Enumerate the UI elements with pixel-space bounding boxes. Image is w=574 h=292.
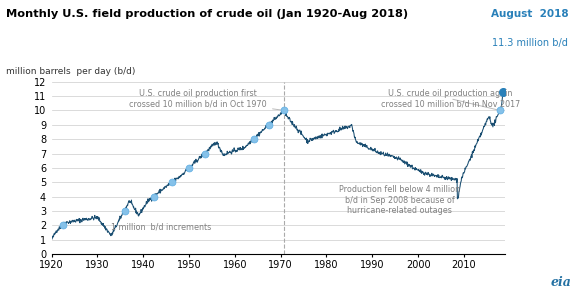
Text: Monthly U.S. field production of crude oil (Jan 1920-Aug 2018): Monthly U.S. field production of crude o…	[6, 9, 408, 19]
Text: eia: eia	[550, 276, 571, 289]
Text: U.S. crude oil production first
crossed 10 million b/d in Oct 1970: U.S. crude oil production first crossed …	[129, 89, 282, 110]
Text: 11.3 million b/d: 11.3 million b/d	[492, 38, 568, 48]
Text: 1 million  b/d increments: 1 million b/d increments	[111, 222, 212, 231]
Text: August  2018: August 2018	[491, 9, 568, 19]
Text: Production fell below 4 million
b/d in Sep 2008 because of
hurricane-related out: Production fell below 4 million b/d in S…	[339, 185, 460, 215]
Text: million barrels  per day (b/d): million barrels per day (b/d)	[6, 67, 135, 76]
Text: U.S. crude oil production again
crossed 10 million b/d in Nov 2017: U.S. crude oil production again crossed …	[381, 89, 520, 110]
